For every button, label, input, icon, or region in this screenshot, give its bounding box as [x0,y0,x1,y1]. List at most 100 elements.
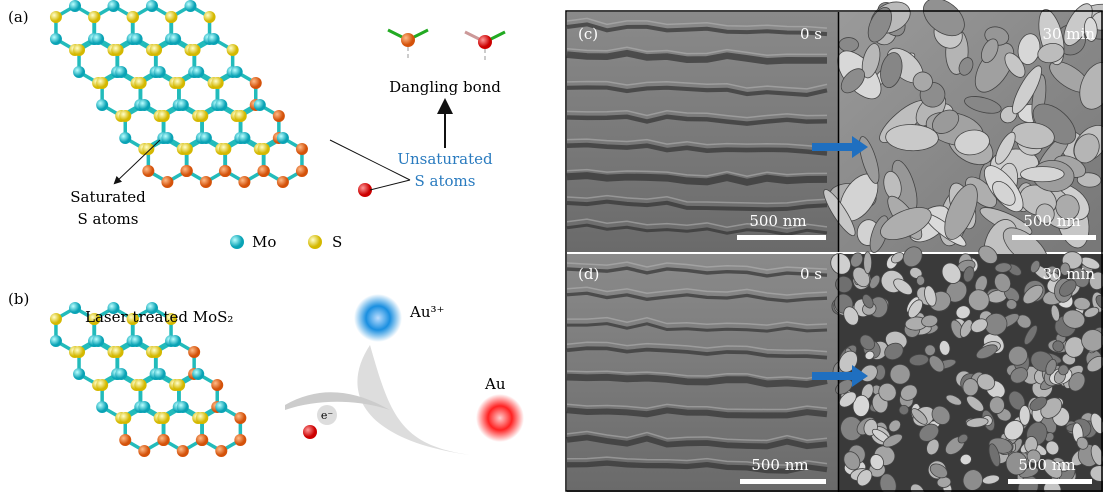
atom [73,346,85,358]
atom [135,379,147,391]
atom [92,33,104,45]
atom [181,143,193,155]
atom [135,77,147,89]
atom [238,132,250,144]
legend-label: S [332,233,342,251]
atom [161,132,173,144]
panel-label: (d) [578,265,599,283]
atom [108,0,120,12]
time-label: 0 s [800,25,822,43]
scale-bar [1008,479,1092,484]
atom [165,11,177,23]
texture [1019,405,1030,425]
atom [142,143,154,155]
atom [92,335,104,347]
atom [219,143,231,155]
atom [219,165,231,177]
panel-label: (b) [8,290,29,308]
texture [1081,329,1103,351]
atom [277,176,289,188]
atom [96,401,108,413]
atom [154,368,166,380]
atom [50,11,62,23]
atom [96,77,108,89]
atom [258,165,270,177]
scale-bar [1012,235,1096,240]
atom [258,143,270,155]
atom [185,0,197,12]
atom [50,335,62,347]
atom [212,77,224,89]
atom [138,445,150,457]
atom [169,335,181,347]
atom [200,176,212,188]
texture [839,37,859,52]
sem-images [566,0,1103,492]
texture [864,252,872,274]
atom [73,368,85,380]
atom [177,445,189,457]
atom [273,110,285,122]
atom [177,401,189,413]
atom [154,66,166,78]
atom [254,99,266,111]
atom [173,77,185,89]
figure: (a) Dangling bond Unsaturated S atoms Sa… [0,0,1103,492]
annotation: Dangling bond [389,78,501,96]
scale-label: 500 nm [1018,456,1075,474]
atom [277,132,289,144]
atom [208,33,220,45]
time-label: 30 min [1042,25,1095,43]
atom [69,0,81,12]
atom [234,434,246,446]
atom [112,44,124,56]
atom [138,99,150,111]
atom [231,66,243,78]
texture [989,397,1004,414]
scale-bar [740,479,826,484]
atom [204,11,216,23]
annotation: Saturated [70,188,146,206]
atom [131,335,143,347]
legend-swatch [308,235,322,249]
ion-label: Au³⁺ [409,303,444,321]
lattice-drawing [50,0,372,457]
atom [119,412,131,424]
atom [119,434,131,446]
atom [215,99,227,111]
atom [196,110,208,122]
atom [158,434,170,446]
atom [200,132,212,144]
atom [150,44,162,56]
legend-swatch [230,235,244,249]
atom [112,346,124,358]
atom [142,165,154,177]
atom [181,165,193,177]
atom [211,379,223,391]
atom [296,143,308,155]
atom [158,110,170,122]
annotation: S atoms [415,172,476,190]
atom [115,66,127,78]
atom [119,110,131,122]
atom [127,11,139,23]
time-label: 0 s [800,265,822,283]
atom [115,368,127,380]
atom [138,401,150,413]
atom [235,110,247,122]
atom [173,379,185,391]
atom [250,77,262,89]
atom [158,412,170,424]
atom [177,99,189,111]
texture [917,276,925,286]
atom [196,412,208,424]
atom [146,0,158,12]
atom [296,165,308,177]
scale-bar [737,235,826,240]
atom [169,33,181,45]
atom [88,11,100,23]
atom [73,66,85,78]
atom [303,425,317,439]
annotation: S atoms [78,210,139,228]
atom [73,44,85,56]
